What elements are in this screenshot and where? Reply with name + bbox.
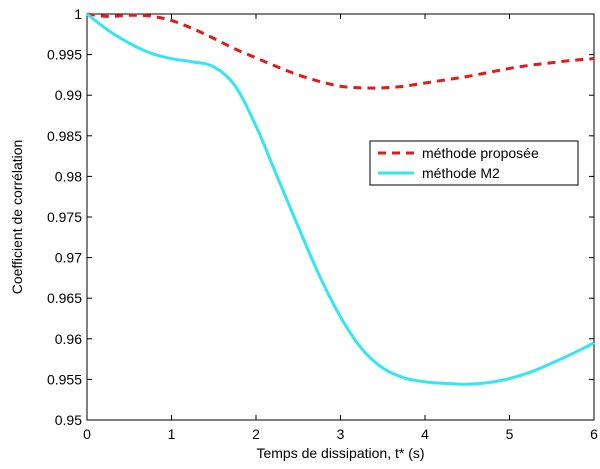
x-axis-title: Temps de dissipation, t* (s) (256, 445, 424, 461)
y-tick-label: 0.985 (47, 128, 82, 144)
y-tick-label: 0.995 (47, 47, 82, 63)
y-tick-label: 0.96 (55, 331, 82, 347)
series-line-methode-m2 (86, 12, 595, 386)
y-tick-label: 0.975 (47, 209, 82, 225)
x-tick-label: 1 (168, 426, 176, 442)
x-tick-label: 0 (83, 426, 91, 442)
plot-area-frame (86, 13, 595, 421)
x-tick-label: 5 (506, 426, 514, 442)
y-tick-label: 0.98 (55, 168, 82, 184)
y-tick-label: 0.97 (55, 250, 82, 266)
x-tick-label: 4 (421, 426, 429, 442)
y-tick-label: 0.99 (55, 87, 82, 103)
legend: méthode proposée méthode M2 (369, 140, 579, 186)
y-tick-label: 0.955 (47, 371, 82, 387)
axis-ticks: 0 1 2 3 4 5 6 0.95 0.955 0.96 0.965 0.97 0.975 0.98 0.… (47, 6, 598, 442)
legend-box (369, 140, 579, 186)
x-tick-label: 3 (337, 426, 345, 442)
legend-label-methode-m2: méthode M2 (422, 165, 500, 181)
series-lines (86, 12, 595, 386)
y-tick-label: 0.965 (47, 290, 82, 306)
y-axis-title: Coefficient de corrélation (9, 140, 25, 295)
y-tick-label: 0.95 (55, 412, 82, 428)
legend-label-methode-proposee: méthode proposée (422, 145, 539, 161)
series-line-methode-proposee (86, 12, 595, 90)
y-tick-label: 1 (74, 6, 82, 22)
x-tick-label: 2 (252, 426, 260, 442)
x-tick-label: 6 (590, 426, 598, 442)
